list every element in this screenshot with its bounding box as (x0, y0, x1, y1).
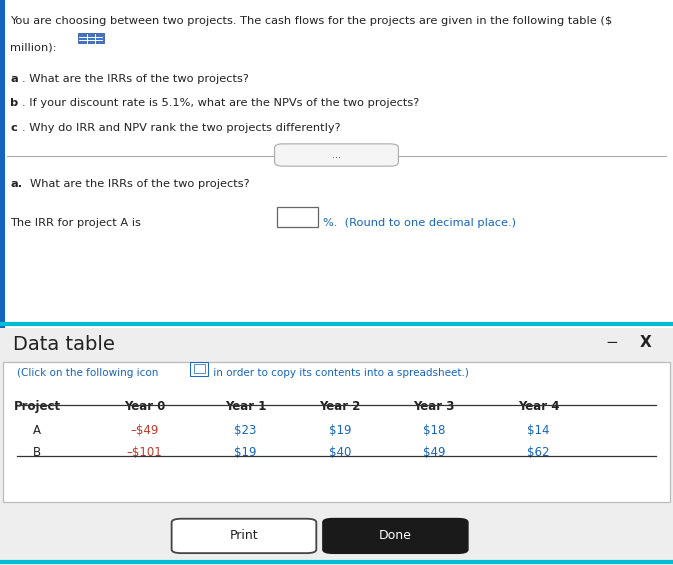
Text: Year 3: Year 3 (413, 400, 455, 413)
FancyBboxPatch shape (172, 519, 316, 553)
Text: $62: $62 (527, 446, 550, 459)
Text: $19: $19 (328, 424, 351, 437)
Text: . Why do IRR and NPV rank the two projects differently?: . Why do IRR and NPV rank the two projec… (22, 123, 341, 133)
Text: Project: Project (13, 400, 61, 413)
Text: A: A (33, 424, 41, 437)
Text: $49: $49 (423, 446, 446, 459)
Text: −: − (606, 335, 618, 350)
Text: Year 1: Year 1 (225, 400, 267, 413)
Text: Year 2: Year 2 (319, 400, 361, 413)
Text: $18: $18 (423, 424, 446, 437)
FancyBboxPatch shape (0, 328, 673, 565)
Text: Year 0: Year 0 (124, 400, 166, 413)
Text: $40: $40 (328, 446, 351, 459)
Text: a.: a. (10, 179, 22, 189)
Text: . If your discount rate is 5.1%, what are the NPVs of the two projects?: . If your discount rate is 5.1%, what ar… (22, 98, 419, 108)
FancyBboxPatch shape (3, 362, 670, 502)
Text: in order to copy its contents into a spreadsheet.): in order to copy its contents into a spr… (210, 368, 469, 378)
FancyBboxPatch shape (323, 519, 468, 553)
Text: X: X (639, 335, 651, 350)
Text: million):: million): (10, 42, 57, 53)
Bar (0, 0, 5, 328)
Text: Done: Done (379, 529, 412, 542)
Text: %.  (Round to one decimal place.): %. (Round to one decimal place.) (323, 218, 516, 228)
Text: Print: Print (229, 529, 258, 542)
Text: –$101: –$101 (127, 446, 163, 459)
Text: Data table: Data table (13, 335, 115, 354)
FancyBboxPatch shape (0, 0, 673, 328)
Text: $19: $19 (234, 446, 257, 459)
Text: –$49: –$49 (131, 424, 159, 437)
FancyBboxPatch shape (275, 144, 398, 166)
FancyBboxPatch shape (277, 207, 318, 227)
Text: $23: $23 (234, 424, 257, 437)
FancyBboxPatch shape (190, 362, 208, 376)
Text: b: b (10, 98, 18, 108)
Text: (Click on the following icon: (Click on the following icon (17, 368, 158, 378)
FancyBboxPatch shape (194, 364, 205, 373)
Text: What are the IRRs of the two projects?: What are the IRRs of the two projects? (30, 179, 250, 189)
Text: ...: ... (332, 150, 341, 160)
Text: c: c (10, 123, 17, 133)
Text: The IRR for project A is: The IRR for project A is (10, 218, 141, 228)
Text: . What are the IRRs of the two projects?: . What are the IRRs of the two projects? (22, 73, 249, 84)
Text: You are choosing between two projects. The cash flows for the projects are given: You are choosing between two projects. T… (10, 16, 612, 27)
Text: B: B (33, 446, 41, 459)
Text: a: a (10, 73, 18, 84)
Text: $14: $14 (527, 424, 550, 437)
FancyBboxPatch shape (78, 33, 104, 44)
Text: Year 4: Year 4 (518, 400, 559, 413)
